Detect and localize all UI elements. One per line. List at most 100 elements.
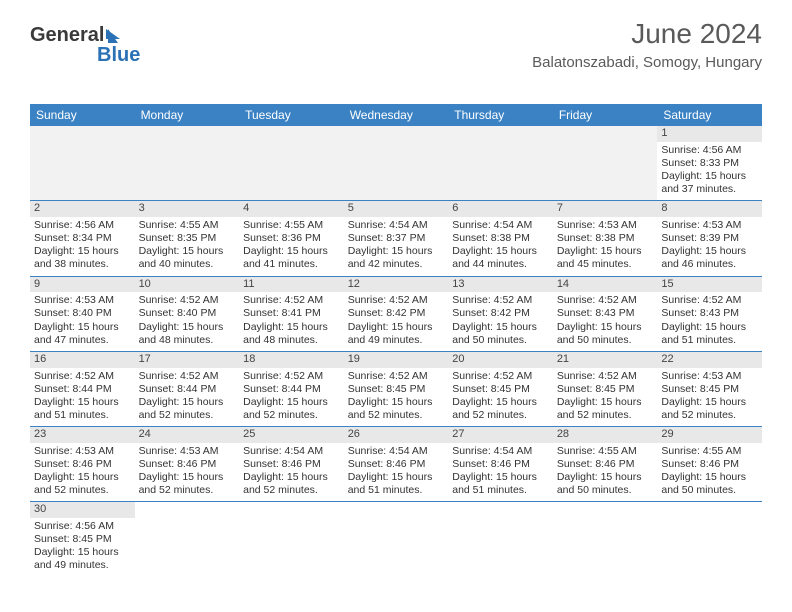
day-number: 27 [448,427,553,443]
day-cell: 29Sunrise: 4:55 AMSunset: 8:46 PMDayligh… [657,427,762,502]
day-sunset: Sunset: 8:46 PM [661,458,758,471]
day-number: 30 [30,502,135,518]
day-cell: 24Sunrise: 4:53 AMSunset: 8:46 PMDayligh… [135,427,240,502]
day-daylight1: Daylight: 15 hours [452,245,549,258]
location: Balatonszabadi, Somogy, Hungary [532,54,762,71]
day-sunrise: Sunrise: 4:52 AM [243,294,340,307]
day-daylight1: Daylight: 15 hours [348,245,445,258]
day-daylight1: Daylight: 15 hours [557,471,654,484]
weekday-wednesday: Wednesday [344,104,449,126]
day-sunset: Sunset: 8:45 PM [452,383,549,396]
day-number: 5 [344,201,449,217]
day-daylight2: and 49 minutes. [34,559,131,572]
day-cell [135,502,240,577]
day-sunrise: Sunrise: 4:56 AM [34,520,131,533]
day-sunrise: Sunrise: 4:53 AM [34,294,131,307]
day-cell: 1Sunrise: 4:56 AMSunset: 8:33 PMDaylight… [657,126,762,201]
day-sunrise: Sunrise: 4:53 AM [557,219,654,232]
day-cell [239,126,344,201]
day-sunrise: Sunrise: 4:53 AM [34,445,131,458]
day-sunset: Sunset: 8:42 PM [348,307,445,320]
day-number: 2 [30,201,135,217]
day-cell [135,126,240,201]
day-cell: 21Sunrise: 4:52 AMSunset: 8:45 PMDayligh… [553,351,658,426]
day-daylight2: and 44 minutes. [452,258,549,271]
day-daylight1: Daylight: 15 hours [348,321,445,334]
day-sunset: Sunset: 8:46 PM [452,458,549,471]
day-daylight1: Daylight: 15 hours [557,321,654,334]
day-daylight1: Daylight: 15 hours [452,471,549,484]
week-row: 30Sunrise: 4:56 AMSunset: 8:45 PMDayligh… [30,502,762,577]
day-number: 3 [135,201,240,217]
day-number: 15 [657,277,762,293]
day-number: 18 [239,352,344,368]
day-daylight1: Daylight: 15 hours [139,396,236,409]
day-number: 13 [448,277,553,293]
day-daylight1: Daylight: 15 hours [243,396,340,409]
day-number: 7 [553,201,658,217]
day-number: 8 [657,201,762,217]
weekday-friday: Friday [553,104,658,126]
day-sunset: Sunset: 8:33 PM [661,157,758,170]
day-daylight1: Daylight: 15 hours [661,396,758,409]
day-cell: 16Sunrise: 4:52 AMSunset: 8:44 PMDayligh… [30,351,135,426]
day-sunrise: Sunrise: 4:52 AM [452,370,549,383]
day-daylight1: Daylight: 15 hours [452,396,549,409]
day-daylight2: and 52 minutes. [557,409,654,422]
header-right: June 2024 Balatonszabadi, Somogy, Hungar… [532,18,762,71]
day-cell [657,502,762,577]
day-daylight1: Daylight: 15 hours [661,245,758,258]
day-cell [553,502,658,577]
weekday-tuesday: Tuesday [239,104,344,126]
day-sunrise: Sunrise: 4:54 AM [452,445,549,458]
day-number: 11 [239,277,344,293]
day-cell: 2Sunrise: 4:56 AMSunset: 8:34 PMDaylight… [30,201,135,276]
day-daylight2: and 46 minutes. [661,258,758,271]
day-daylight2: and 48 minutes. [139,334,236,347]
day-cell [344,502,449,577]
logo-triangle2-icon [108,29,118,43]
day-cell: 3Sunrise: 4:55 AMSunset: 8:35 PMDaylight… [135,201,240,276]
day-sunset: Sunset: 8:45 PM [348,383,445,396]
day-number: 24 [135,427,240,443]
day-number: 9 [30,277,135,293]
day-cell: 17Sunrise: 4:52 AMSunset: 8:44 PMDayligh… [135,351,240,426]
day-sunrise: Sunrise: 4:56 AM [661,144,758,157]
day-daylight2: and 47 minutes. [34,334,131,347]
weekday-thursday: Thursday [448,104,553,126]
day-cell [448,126,553,201]
day-number: 20 [448,352,553,368]
day-number: 12 [344,277,449,293]
day-daylight1: Daylight: 15 hours [661,321,758,334]
day-sunset: Sunset: 8:34 PM [34,232,131,245]
day-daylight2: and 49 minutes. [348,334,445,347]
day-sunrise: Sunrise: 4:54 AM [452,219,549,232]
day-cell: 13Sunrise: 4:52 AMSunset: 8:42 PMDayligh… [448,276,553,351]
day-sunrise: Sunrise: 4:52 AM [661,294,758,307]
day-daylight2: and 41 minutes. [243,258,340,271]
day-number: 6 [448,201,553,217]
day-cell [239,502,344,577]
week-row: 9Sunrise: 4:53 AMSunset: 8:40 PMDaylight… [30,276,762,351]
day-sunset: Sunset: 8:43 PM [557,307,654,320]
weekday-header-row: Sunday Monday Tuesday Wednesday Thursday… [30,104,762,126]
day-cell [448,502,553,577]
day-sunrise: Sunrise: 4:52 AM [557,294,654,307]
day-number: 16 [30,352,135,368]
month-title: June 2024 [532,18,762,50]
day-daylight1: Daylight: 15 hours [243,471,340,484]
day-number: 21 [553,352,658,368]
day-daylight1: Daylight: 15 hours [243,245,340,258]
day-daylight2: and 37 minutes. [661,183,758,196]
logo-text-blue: Blue [96,44,140,67]
day-number: 25 [239,427,344,443]
day-cell [30,126,135,201]
day-number: 19 [344,352,449,368]
day-cell: 4Sunrise: 4:55 AMSunset: 8:36 PMDaylight… [239,201,344,276]
day-daylight2: and 48 minutes. [243,334,340,347]
day-sunrise: Sunrise: 4:55 AM [243,219,340,232]
weekday-saturday: Saturday [657,104,762,126]
day-sunrise: Sunrise: 4:52 AM [348,294,445,307]
day-daylight2: and 42 minutes. [348,258,445,271]
day-number: 26 [344,427,449,443]
